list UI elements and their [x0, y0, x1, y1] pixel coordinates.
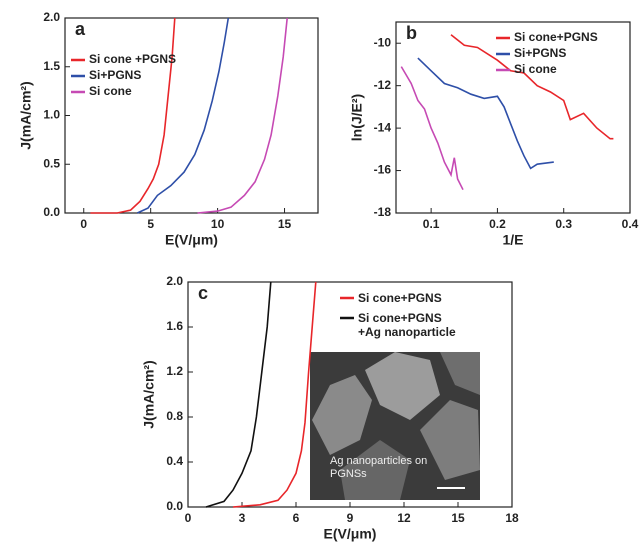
y-axis-label: J(mA/cm²)	[18, 81, 34, 149]
series-line	[90, 17, 176, 214]
y-tick-label: 0.8	[166, 409, 183, 423]
x-tick-label: 0	[80, 217, 87, 231]
sem-inset	[310, 352, 480, 500]
x-tick-label: 6	[293, 511, 300, 525]
y-tick-label: -12	[374, 78, 392, 92]
y-tick-label: -16	[374, 163, 392, 177]
x-tick-label: 5	[147, 217, 154, 231]
y-axis-label: J(mA/cm²)	[141, 360, 157, 428]
inset-feature	[340, 440, 410, 500]
y-axis-label: ln(J/E²)	[349, 94, 365, 141]
legend-label: Si cone	[89, 84, 132, 98]
panel-label: c	[198, 283, 208, 303]
inset-caption: Ag nanoparticles on PGNSs	[330, 455, 428, 480]
y-tick-label: -10	[374, 35, 392, 49]
panel-label: b	[406, 23, 417, 43]
inset-feature	[420, 400, 480, 480]
x-tick-label: 15	[278, 217, 292, 231]
y-tick-label: 1.0	[43, 108, 60, 122]
x-axis-label: E(V/μm)	[324, 526, 377, 542]
series-line	[197, 17, 288, 214]
x-tick-label: 0.3	[555, 217, 572, 231]
x-tick-label: 0.4	[622, 217, 639, 231]
legend-label: Si+PGNS	[89, 68, 141, 82]
series-line	[450, 34, 614, 140]
inset-feature	[312, 375, 372, 455]
y-tick-label: 1.6	[166, 319, 183, 333]
x-tick-label: 0.2	[489, 217, 506, 231]
x-tick-label: 0	[185, 511, 192, 525]
legend-label: Si cone+PGNS +Ag nanoparticle	[358, 311, 456, 339]
inset-feature	[365, 352, 440, 420]
y-tick-label: 0.4	[166, 454, 183, 468]
x-tick-label: 3	[239, 511, 246, 525]
series-line	[136, 17, 230, 214]
series-line	[400, 66, 464, 191]
y-tick-label: -18	[374, 205, 392, 219]
inset-feature	[440, 352, 480, 395]
x-axis-label: E(V/μm)	[165, 232, 218, 248]
series-line	[232, 281, 317, 508]
x-tick-label: 12	[397, 511, 411, 525]
x-tick-label: 18	[505, 511, 519, 525]
legend-label: Si cone +PGNS	[89, 52, 176, 66]
y-tick-label: 0.0	[43, 205, 60, 219]
legend-label: Si+PGNS	[514, 46, 566, 60]
series-line	[417, 57, 554, 170]
y-tick-label: 0.5	[43, 156, 60, 170]
y-tick-label: 2.0	[166, 274, 183, 288]
legend-label: Si cone+PGNS	[358, 291, 442, 305]
x-axis-label: 1/E	[502, 232, 523, 248]
x-tick-label: 15	[451, 511, 465, 525]
x-tick-label: 0.1	[423, 217, 440, 231]
y-tick-label: 1.5	[43, 59, 60, 73]
plot-frame	[395, 21, 631, 214]
plot-frame	[64, 17, 319, 214]
y-tick-label: -14	[374, 120, 392, 134]
series-line	[205, 281, 272, 508]
panel-label: a	[75, 19, 86, 39]
x-tick-label: 10	[211, 217, 225, 231]
y-tick-label: 0.0	[166, 499, 183, 513]
x-tick-label: 9	[347, 511, 354, 525]
y-tick-label: 2.0	[43, 10, 60, 24]
legend-label: Si cone+PGNS	[514, 30, 598, 44]
legend-label: Si cone	[514, 62, 557, 76]
y-tick-label: 1.2	[166, 364, 183, 378]
